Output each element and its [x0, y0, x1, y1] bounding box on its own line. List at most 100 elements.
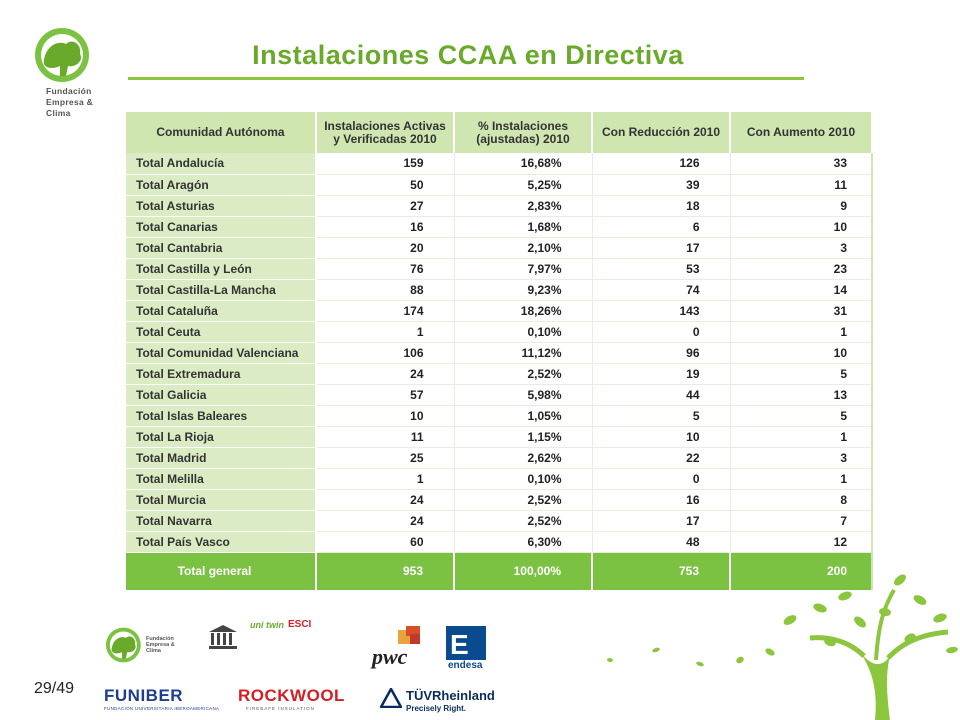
value-cell: 5: [730, 405, 873, 427]
table-row: Total Cataluña 174 18,26% 143 31: [126, 300, 873, 322]
tuv-tagline: Precisely Right.: [406, 704, 467, 713]
value-cell: 31: [730, 300, 873, 322]
value-cell: 76: [316, 258, 455, 280]
column-header: Con Aumento 2010: [730, 112, 873, 153]
value-cell: 6: [592, 216, 731, 238]
region-cell: Total Islas Baleares: [126, 405, 317, 427]
value-cell: 17: [592, 237, 731, 259]
value-cell: 16,68%: [454, 153, 593, 175]
table-row: Total Comunidad Valenciana 106 11,12% 96 10: [126, 342, 873, 364]
value-cell: 24: [316, 510, 455, 532]
funiber-logo: FUNIBER: [104, 686, 184, 705]
value-cell: 2,10%: [454, 237, 593, 259]
value-cell: 13: [730, 384, 873, 406]
table-row: Total Madrid 25 2,62% 22 3: [126, 447, 873, 469]
value-cell: 2,62%: [454, 447, 593, 469]
value-cell: 24: [316, 489, 455, 511]
value-cell: 11: [730, 174, 873, 196]
value-cell: 2,52%: [454, 363, 593, 385]
value-cell: 12: [730, 531, 873, 553]
title-underline: [128, 77, 804, 80]
value-cell: 6,30%: [454, 531, 593, 553]
region-cell: Total Castilla y León: [126, 258, 317, 280]
value-cell: 3: [730, 237, 873, 259]
value-cell: 1,15%: [454, 426, 593, 448]
value-cell: 753: [592, 552, 731, 590]
table-row: Total Galicia 57 5,98% 44 13: [126, 384, 873, 406]
value-cell: 33: [730, 153, 873, 175]
page-title: Instalaciones CCAA en Directiva: [252, 40, 684, 70]
value-cell: 11,12%: [454, 342, 593, 364]
value-cell: 60: [316, 531, 455, 553]
endesa-square-icon: E: [446, 626, 486, 660]
value-cell: 1: [730, 468, 873, 490]
value-cell: 16: [592, 489, 731, 511]
value-cell: 0,10%: [454, 321, 593, 343]
value-cell: 14: [730, 279, 873, 301]
value-cell: 5,98%: [454, 384, 593, 406]
value-cell: 0,10%: [454, 468, 593, 490]
page-number: 29/49: [34, 680, 75, 697]
value-cell: 53: [592, 258, 731, 280]
fundacion-small-text: Fundación Empresa & Clima: [146, 636, 175, 654]
fundacion-logo: Fundación Empresa & Clima: [28, 26, 124, 122]
tuv-triangle-icon: [380, 688, 402, 708]
table-row: Total Islas Baleares 10 1,05% 5 5: [126, 405, 873, 427]
region-cell: Total La Rioja: [126, 426, 317, 448]
value-cell: 0: [592, 321, 731, 343]
table-row: Total Cantabria 20 2,10% 17 3: [126, 237, 873, 259]
table-row: Total Canarias 16 1,68% 6 10: [126, 216, 873, 238]
table-row: Total Navarra 24 2,52% 17 7: [126, 510, 873, 532]
value-cell: 10: [592, 426, 731, 448]
value-cell: 2,83%: [454, 195, 593, 217]
value-cell: 74: [592, 279, 731, 301]
value-cell: 5: [592, 405, 731, 427]
unitwin-logo: uni twin: [250, 620, 284, 630]
value-cell: 1,68%: [454, 216, 593, 238]
table-row: Total La Rioja 11 1,15% 10 1: [126, 426, 873, 448]
region-cell: Total País Vasco: [126, 531, 317, 553]
region-cell: Total Castilla-La Mancha: [126, 279, 317, 301]
column-header: Instalaciones Activas y Verificadas 2010: [316, 112, 455, 153]
value-cell: 18,26%: [454, 300, 593, 322]
installations-table: Comunidad Autónoma Instalaciones Activas…: [126, 112, 873, 590]
pwc-blocks-icon: [398, 626, 420, 644]
value-cell: 2,52%: [454, 489, 593, 511]
value-cell: 7,97%: [454, 258, 593, 280]
region-cell: Total Ceuta: [126, 321, 317, 343]
pwc-logo: pwc: [372, 644, 408, 669]
value-cell: 50: [316, 174, 455, 196]
column-header: Con Reducción 2010: [592, 112, 731, 153]
value-cell: 11: [316, 426, 455, 448]
value-cell: 0: [592, 468, 731, 490]
value-cell: 8: [730, 489, 873, 511]
table-body: Total Andalucía 1 5 9 16,68% 12 6 33 Total Aragó…: [126, 153, 873, 590]
value-cell: 23: [730, 258, 873, 280]
tuv-logo: TÜVRheinland: [406, 688, 495, 703]
table-row: Total Aragón 50 5,25% 39 11: [126, 174, 873, 196]
table-row: Total Murcia 24 2,52% 16 8: [126, 489, 873, 511]
leaf-logo-icon: [35, 28, 89, 82]
region-cell: Total Andalucía: [126, 153, 317, 175]
value-cell: 19: [592, 363, 731, 385]
region-cell: Total Extremadura: [126, 363, 317, 385]
value-cell: 18: [592, 195, 731, 217]
value-cell: 5: [730, 363, 873, 385]
table-row: Total Castilla-La Mancha 88 9,23% 74 14: [126, 279, 873, 301]
value-cell: 9: [730, 195, 873, 217]
total-row: Total general 953 100,00% 753 200: [126, 552, 873, 590]
column-header: Comunidad Autónoma: [126, 112, 317, 153]
value-cell: 5,25%: [454, 174, 593, 196]
endesa-logo: endesa: [448, 660, 483, 671]
value-cell: 1: [316, 321, 455, 343]
value-cell: 9,23%: [454, 279, 593, 301]
funiber-tagline: FUNDACIÓN UNIVERSITARIA IBEROAMERICANA: [104, 706, 220, 711]
svg-text:E: E: [450, 629, 469, 660]
value-cell: 174: [316, 300, 455, 322]
rockwool-logo: ROCKWOOL: [238, 686, 345, 705]
value-cell: 57: [316, 384, 455, 406]
fundacion-brand-text: Fundación Empresa & Clima: [46, 86, 94, 118]
unesco-temple-icon: [209, 625, 237, 649]
region-cell: Total general: [126, 552, 317, 590]
value-cell: 20: [316, 237, 455, 259]
